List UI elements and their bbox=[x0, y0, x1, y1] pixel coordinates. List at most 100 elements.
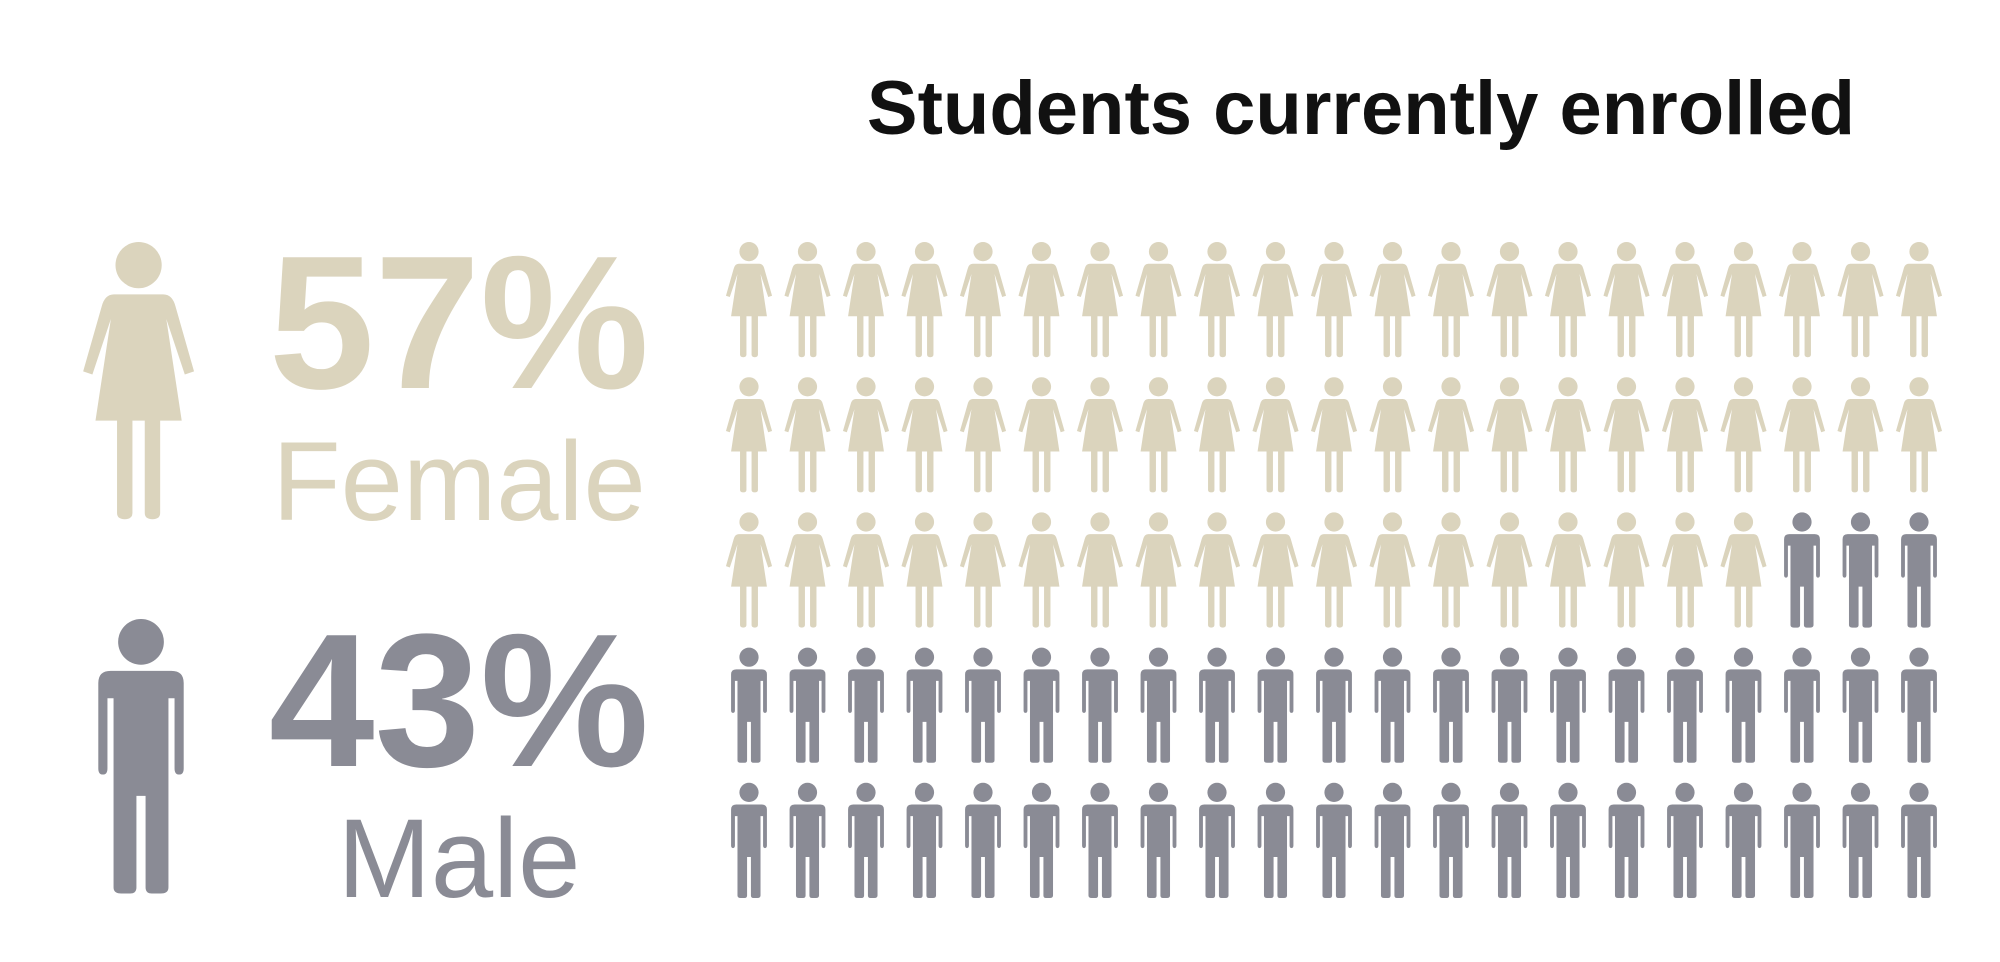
person-icon bbox=[1608, 647, 1645, 763]
icon-head bbox=[1031, 242, 1052, 262]
person-icon bbox=[1901, 782, 1937, 898]
icon-head bbox=[1207, 377, 1227, 397]
icon-head bbox=[973, 377, 993, 397]
icon-body bbox=[965, 669, 1001, 763]
person-icon bbox=[1199, 647, 1235, 763]
icon-head bbox=[1675, 377, 1695, 397]
icon-body bbox=[731, 804, 767, 898]
legend-icon bbox=[98, 619, 184, 894]
person-icon bbox=[1778, 242, 1826, 358]
icon-body bbox=[1018, 263, 1065, 358]
icon-head bbox=[973, 782, 993, 802]
icon-head bbox=[1733, 512, 1754, 532]
person-icon bbox=[1374, 647, 1411, 763]
person-icon bbox=[848, 647, 884, 763]
icon-head bbox=[1792, 377, 1812, 397]
icon-head bbox=[914, 242, 935, 262]
person-icon bbox=[1837, 242, 1884, 358]
person-icon bbox=[784, 242, 831, 358]
person-icon bbox=[1784, 647, 1820, 763]
person-icon bbox=[1486, 242, 1533, 358]
icon-body bbox=[1257, 669, 1294, 763]
icon-head bbox=[914, 782, 935, 802]
icon-body bbox=[1252, 398, 1299, 493]
person-icon bbox=[1193, 377, 1241, 493]
person-icon bbox=[906, 782, 943, 898]
icon-body bbox=[789, 669, 826, 763]
icon-body bbox=[1550, 669, 1586, 763]
icon-head bbox=[1616, 512, 1637, 532]
icon-head bbox=[1324, 242, 1344, 262]
person-icon bbox=[1784, 512, 1820, 628]
person-icon bbox=[965, 647, 1001, 763]
icon-body bbox=[901, 534, 948, 628]
person-icon bbox=[1076, 377, 1124, 493]
icon-head bbox=[1850, 512, 1871, 532]
icon-body bbox=[784, 398, 831, 493]
icon-head bbox=[1558, 512, 1578, 532]
icon-head bbox=[1148, 377, 1169, 397]
icon-head bbox=[1499, 242, 1520, 262]
icon-body bbox=[1544, 263, 1592, 358]
person-icon bbox=[1135, 377, 1182, 493]
person-icon bbox=[731, 647, 767, 763]
icon-body bbox=[848, 804, 884, 898]
person-icon bbox=[1895, 242, 1943, 358]
person-icon bbox=[1725, 782, 1762, 898]
icon-body bbox=[1550, 804, 1586, 898]
person-icon bbox=[1140, 782, 1177, 898]
icon-body bbox=[1140, 669, 1177, 763]
person-icon bbox=[1427, 242, 1475, 358]
person-icon bbox=[848, 782, 884, 898]
icon-body bbox=[842, 398, 890, 493]
icon-head bbox=[1441, 242, 1461, 262]
icon-head bbox=[1324, 647, 1344, 667]
person-icon bbox=[1076, 242, 1124, 358]
person-icon bbox=[1023, 782, 1060, 898]
icon-head bbox=[1148, 647, 1169, 667]
icon-body bbox=[1486, 263, 1533, 358]
legend-icon bbox=[83, 242, 195, 520]
person-icon bbox=[1023, 647, 1060, 763]
icon-head bbox=[1499, 377, 1520, 397]
icon-head bbox=[1675, 512, 1695, 532]
icon-head bbox=[1031, 782, 1052, 802]
person-icon bbox=[1369, 242, 1416, 358]
person-icon bbox=[842, 377, 890, 493]
person-icon bbox=[1842, 512, 1879, 628]
icon-body bbox=[1433, 804, 1469, 898]
legend-label: Female bbox=[272, 419, 645, 544]
icon-head bbox=[914, 512, 935, 532]
icon-body bbox=[1135, 263, 1182, 358]
icon-head bbox=[1090, 377, 1110, 397]
icon-head bbox=[1850, 647, 1871, 667]
person-icon bbox=[1018, 377, 1065, 493]
icon-head bbox=[856, 512, 876, 532]
person-icon bbox=[1310, 377, 1358, 493]
icon-body bbox=[959, 398, 1007, 493]
icon-head bbox=[1031, 512, 1052, 532]
icon-body bbox=[1491, 804, 1528, 898]
person-icon bbox=[725, 512, 773, 628]
icon-body bbox=[959, 534, 1007, 628]
icon-body bbox=[1257, 804, 1294, 898]
icon-body bbox=[1427, 398, 1475, 493]
person-icon bbox=[1252, 512, 1299, 628]
person-icon bbox=[1895, 377, 1943, 493]
icon-body bbox=[1544, 534, 1592, 628]
icon-body bbox=[1193, 398, 1241, 493]
icon-body bbox=[1140, 804, 1177, 898]
person-icon bbox=[1316, 782, 1352, 898]
icon-head bbox=[1850, 782, 1871, 802]
person-icon bbox=[906, 647, 943, 763]
icon-body bbox=[965, 804, 1001, 898]
icon-head bbox=[1733, 782, 1754, 802]
icon-head bbox=[1031, 647, 1052, 667]
icon-body bbox=[1374, 669, 1411, 763]
person-icon bbox=[1310, 242, 1358, 358]
icon-body bbox=[901, 263, 948, 358]
person-icon bbox=[1374, 782, 1411, 898]
icon-body bbox=[906, 669, 943, 763]
icon-body bbox=[1486, 534, 1533, 628]
person-icon bbox=[1544, 512, 1592, 628]
